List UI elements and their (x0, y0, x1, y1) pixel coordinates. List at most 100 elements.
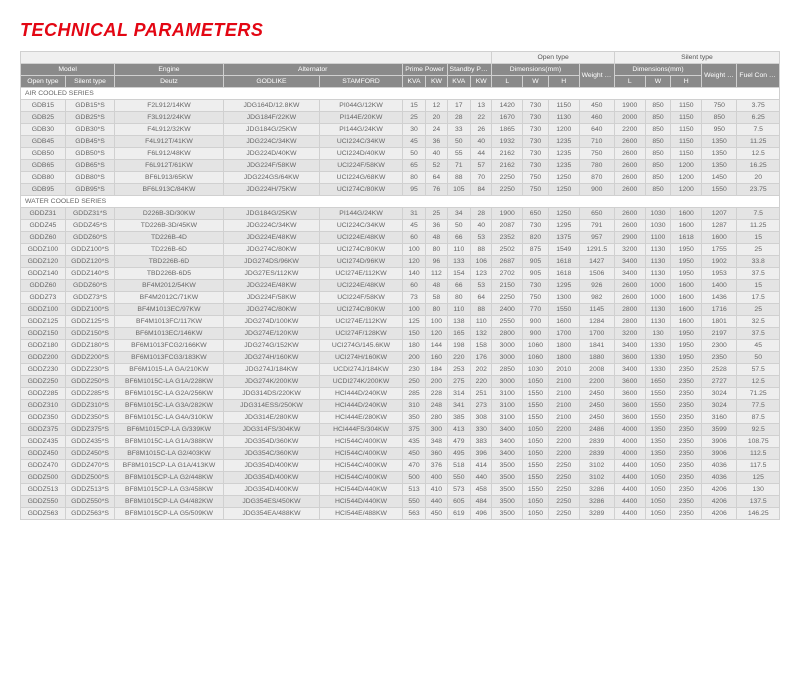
cell: 2350 (671, 364, 702, 376)
table-row: GDDZ513GDDZ513*SBF8M1015CP-LA G3/458KWJD… (21, 484, 780, 496)
cell: HCI444FS/304KW (320, 424, 402, 436)
cell: 3600 (614, 400, 645, 412)
hdr-weight-open: Weight (kg) (579, 64, 614, 88)
cell: BF6M1013FCG2/166KW (115, 340, 223, 352)
cell: GDDZ500 (21, 472, 66, 484)
cell: 220 (471, 376, 492, 388)
cell: 348 (426, 436, 447, 448)
cell: GDDZ435 (21, 436, 66, 448)
cell: 2250 (548, 508, 579, 520)
table-row: GDDZ73GDDZ73*SBF4M2012C/71KWJDG224F/58KW… (21, 292, 780, 304)
cell: 154 (447, 268, 471, 280)
cell: 2850 (492, 364, 523, 376)
cell: 88 (447, 172, 471, 184)
cell: 513 (402, 484, 426, 496)
cell: 495 (447, 448, 471, 460)
table-row: GDDZ285GDDZ285*SBF6M1015C-LA G2A/256KWJD… (21, 388, 780, 400)
cell: 1030 (523, 364, 549, 376)
cell: 40 (426, 148, 447, 160)
cell: 1950 (671, 244, 702, 256)
cell: 37.5 (737, 328, 780, 340)
cell: 1841 (579, 340, 614, 352)
cell: 23.75 (737, 184, 780, 196)
hdr-stamford: STAMFORD (320, 76, 402, 88)
cell: 2600 (614, 172, 645, 184)
hdr-kva2: KVA (447, 76, 471, 88)
cell: 710 (579, 136, 614, 148)
cell: 1050 (645, 460, 671, 472)
cell: GDDZ450 (21, 448, 66, 460)
hdr-dims-open: Dimensions(mm) (492, 64, 579, 76)
cell: GDB80*S (65, 172, 114, 184)
cell: 730 (523, 280, 549, 292)
cell: BF6M1015C-LA G1A/228KW (115, 376, 223, 388)
cell: 1060 (523, 352, 549, 364)
hdr-standby: Standby Power (447, 64, 492, 76)
cell: 130 (737, 484, 780, 496)
cell: 1350 (645, 448, 671, 460)
cell: 2800 (614, 304, 645, 316)
cell: 2350 (671, 496, 702, 508)
cell: BF4M1013EC/97KW (115, 304, 223, 316)
cell: 1350 (645, 424, 671, 436)
cell: GDDZ200*S (65, 352, 114, 364)
cell: 730 (523, 124, 549, 136)
cell: 50 (737, 352, 780, 364)
cell: 2800 (614, 316, 645, 328)
cell: 2450 (579, 400, 614, 412)
cell: 160 (426, 352, 447, 364)
cell: BF8M1015CP-LA G1A/413KW (115, 460, 223, 472)
cell: 1350 (702, 148, 737, 160)
cell: 105 (447, 184, 471, 196)
cell: 2600 (614, 292, 645, 304)
cell: 850 (645, 148, 671, 160)
cell: 2600 (614, 208, 645, 220)
cell: 2528 (702, 364, 737, 376)
table-row: GDDZ60GDDZ60*STD226B-4DJDG224E/48KWUCI22… (21, 232, 780, 244)
cell: 1295 (548, 280, 579, 292)
cell: 2600 (614, 220, 645, 232)
cell: JDG354C/360KW (223, 448, 320, 460)
cell: JDG314ESS/250KW (223, 400, 320, 412)
cell: 1060 (523, 340, 549, 352)
cell: 730 (523, 112, 549, 124)
cell: 905 (523, 256, 549, 268)
table-row: GDDZ550GDDZ550*SBF8M1015CP-LA G4/482KWJD… (21, 496, 780, 508)
cell: 2839 (579, 436, 614, 448)
cell: HCI544C/400KW (320, 460, 402, 472)
cell: 730 (523, 136, 549, 148)
cell: 7.5 (737, 208, 780, 220)
cell: GDDZ250 (21, 376, 66, 388)
cell: 55 (447, 148, 471, 160)
page-title: TECHNICAL PARAMETERS (20, 20, 780, 41)
cell: 1600 (671, 316, 702, 328)
cell: BF6M1015C-LA G4A/310KW (115, 412, 223, 424)
cell: 57 (471, 160, 492, 172)
cell: 146.25 (737, 508, 780, 520)
cell: JDG274DS/96KW (223, 256, 320, 268)
cell: 80 (447, 292, 471, 304)
cell: 1145 (579, 304, 614, 316)
cell: 1420 (492, 100, 523, 112)
cell: JDG224GS/64KW (223, 172, 320, 184)
cell: 1000 (645, 292, 671, 304)
cell: 2450 (579, 412, 614, 424)
cell: 31 (402, 208, 426, 220)
table-row: GDDZ100GDDZ100*SBF4M1013EC/97KWJDG274C/8… (21, 304, 780, 316)
cell: TD226B-4D (115, 232, 223, 244)
cell: 228 (426, 388, 447, 400)
table-row: GDDZ125GDDZ125*SBF4M1013FC/117KWJDG274D/… (21, 316, 780, 328)
cell: 58 (426, 292, 447, 304)
cell: 650 (579, 208, 614, 220)
cell: 1050 (523, 424, 549, 436)
cell: 3600 (614, 388, 645, 400)
cell: 2100 (548, 376, 579, 388)
cell: BF6L913C/84KW (115, 184, 223, 196)
table-row: GDDZ140GDDZ140*STBD226B-6D5JDG27ES/112KW… (21, 268, 780, 280)
cell: BF6M1015C-LA G2A/256KW (115, 388, 223, 400)
cell: 1150 (671, 100, 702, 112)
cell: 4206 (702, 508, 737, 520)
cell: UCI224C/34KW (320, 220, 402, 232)
cell: BF8M1015C-LA G2/403KW (115, 448, 223, 460)
cell: GDDZ100*S (65, 304, 114, 316)
